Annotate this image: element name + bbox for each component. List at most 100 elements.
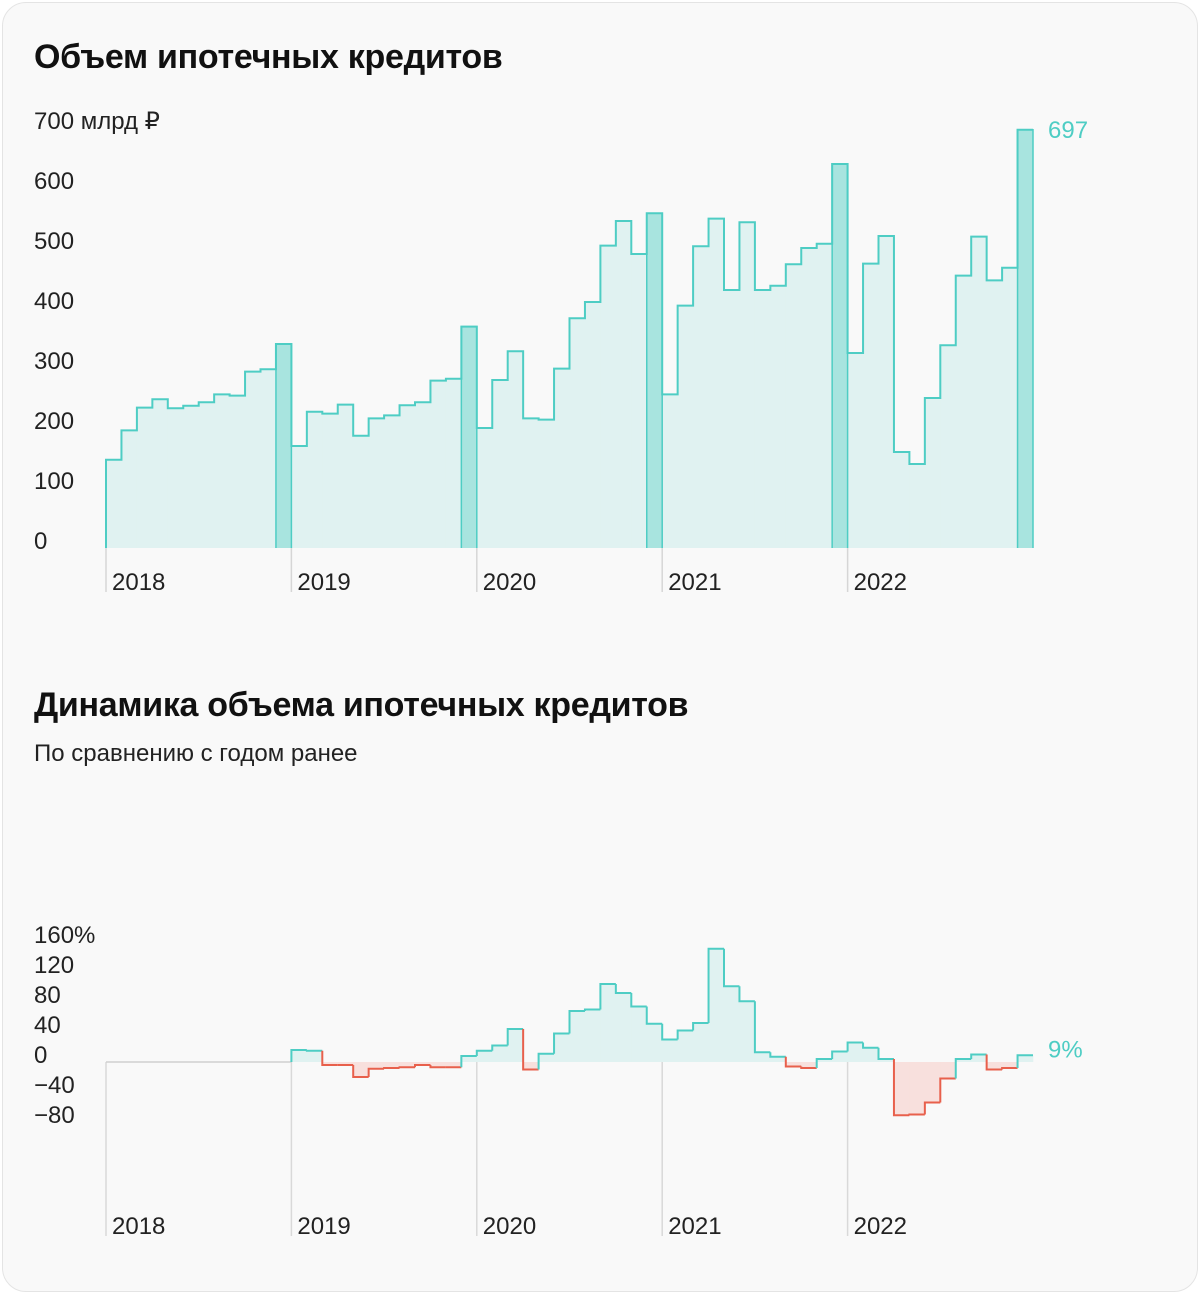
area-bar [1002, 267, 1018, 548]
area-bar [893, 452, 910, 548]
chart2-subtitle: По сравнению с годом ранее [34, 740, 358, 767]
negative-area-bar [940, 1062, 957, 1079]
y-tick-label: 0 [34, 1042, 47, 1069]
growth-step-segment [506, 1028, 524, 1046]
growth-step-segment [429, 1065, 446, 1069]
negative-area-bar [924, 1062, 941, 1103]
growth-step-segment [892, 1059, 910, 1117]
area-bar [754, 290, 771, 548]
negative-area-bar [893, 1062, 910, 1116]
growth-step-segment [599, 983, 616, 1010]
area-bar [214, 394, 230, 548]
positive-area-bar [878, 1059, 895, 1062]
positive-area-bar [584, 1009, 601, 1062]
area-bar [940, 345, 957, 548]
area-bar [693, 246, 709, 548]
area-bar [724, 290, 740, 548]
x-tick-label: 2018 [112, 569, 165, 596]
growth-step-segment [383, 1067, 400, 1069]
growth-step-segment [553, 1032, 570, 1054]
x-tick-label: 2020 [483, 569, 536, 596]
chart2-title: Динамика объема ипотечных кредитов [34, 686, 689, 724]
y-tick-label: −80 [34, 1102, 75, 1129]
area-bar [384, 415, 400, 548]
growth-step-segment [769, 1052, 786, 1058]
positive-area-bar [816, 1059, 833, 1062]
growth-step-segment [568, 1010, 585, 1034]
area-bar [198, 402, 215, 548]
positive-area-bar [770, 1056, 787, 1062]
x-tick-label: 2019 [297, 1213, 350, 1240]
positive-area-bar [646, 1023, 663, 1062]
positive-area-bar [461, 1056, 478, 1062]
positive-area-bar [507, 1029, 524, 1062]
area-bar [492, 380, 508, 548]
area-bar [507, 351, 524, 548]
area-bar [415, 402, 431, 548]
x-tick-label: 2021 [668, 569, 721, 596]
area-bar [306, 411, 323, 548]
area-bar [847, 353, 864, 548]
growth-step-segment [831, 1050, 848, 1059]
positive-area-bar [1017, 1055, 1034, 1062]
x-tick-label: 2022 [854, 569, 907, 596]
positive-area-bar [306, 1050, 323, 1062]
highlight-bar [646, 213, 663, 548]
area-bar [229, 395, 246, 548]
area-bar [245, 371, 261, 548]
area-bar [955, 275, 972, 548]
growth-step-segment [676, 1029, 694, 1040]
growth-step-segment [583, 1008, 601, 1011]
growth-step-segment [707, 947, 724, 1023]
positive-area-bar [554, 1033, 570, 1062]
area-bar [322, 413, 339, 548]
y-tick-label: 0 [34, 528, 47, 555]
growth-step-segment [305, 1049, 323, 1052]
positive-area-bar [724, 986, 740, 1062]
y-tick-label: 160% [34, 922, 95, 949]
growth-step-segment [985, 1054, 1003, 1071]
negative-area-bar [801, 1062, 817, 1068]
y-tick-label: −40 [34, 1072, 75, 1099]
growth-step-segment [661, 1023, 678, 1041]
area-bar [909, 464, 926, 548]
y-tick-label: 500 [34, 228, 74, 255]
growth-step-segment [862, 1042, 879, 1049]
highlight-bar [461, 326, 478, 548]
area-bar [136, 407, 153, 548]
highlight-bar [275, 344, 292, 548]
area-bar [584, 302, 601, 548]
negative-area-bar [523, 1062, 539, 1070]
growth-step-segment [923, 1101, 941, 1115]
area-bar [183, 405, 199, 548]
growth-step-segment [1001, 1067, 1018, 1070]
area-bar [554, 368, 570, 548]
growth-step-segment [846, 1041, 864, 1052]
growth-step-segment [784, 1056, 802, 1068]
positive-area-bar [538, 1053, 555, 1062]
area-bar [476, 428, 493, 548]
positive-area-bar [631, 1006, 648, 1062]
growth-step-segment [398, 1066, 415, 1069]
negative-area-bar [430, 1062, 447, 1068]
negative-area-bar [1002, 1062, 1018, 1068]
growth-step-segment [290, 1049, 307, 1062]
growth-step-segment [367, 1067, 385, 1077]
y-tick-label: 600 [34, 168, 74, 195]
negative-area-bar [909, 1062, 926, 1115]
positive-area-bar [708, 948, 725, 1062]
area-bar [538, 419, 555, 548]
positive-area-bar [476, 1050, 493, 1062]
area-bar [167, 408, 184, 548]
area-bar [801, 248, 817, 548]
area-bar [924, 398, 941, 548]
negative-area-bar [415, 1062, 431, 1065]
growth-step-segment [352, 1065, 369, 1078]
volume-chart: 0 100 200 300 400 500 600 700 млрд ₽ 2018 2019 202… [34, 108, 1088, 596]
area-bar [770, 285, 787, 548]
positive-area-bar [677, 1030, 694, 1062]
positive-area-bar [754, 1052, 771, 1062]
area-bar [523, 418, 539, 548]
area-bar [615, 221, 632, 548]
area-bar [662, 394, 678, 548]
